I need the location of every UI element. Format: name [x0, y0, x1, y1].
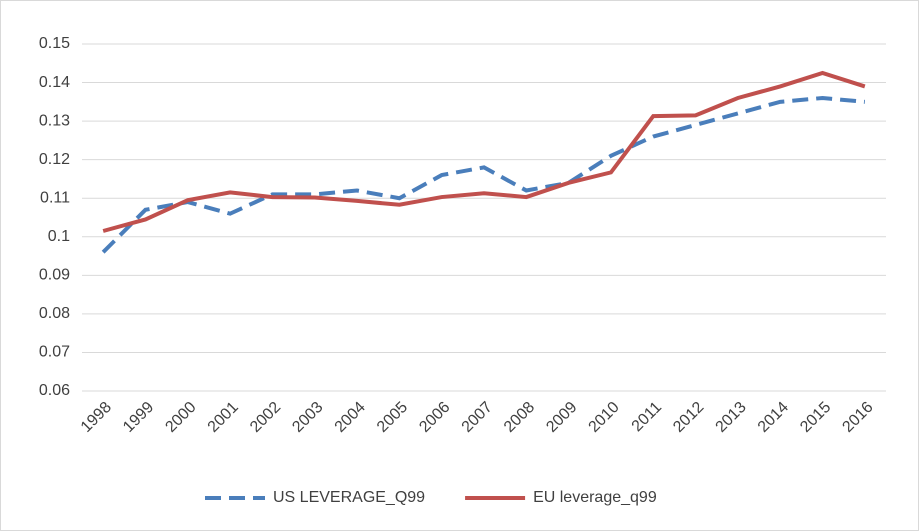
y-tick-label: 0.07 [39, 344, 70, 361]
y-tick-label: 0.09 [39, 267, 70, 284]
legend-label: US LEVERAGE_Q99 [273, 489, 425, 506]
y-tick-label: 0.13 [39, 112, 70, 129]
data-line [102, 70, 866, 233]
y-tick-label: 0.15 [39, 35, 70, 52]
y-tick-label: 0.06 [39, 382, 70, 399]
data-line [101, 95, 866, 254]
y-tick-label: 0.08 [39, 305, 70, 322]
y-tick-label: 0.12 [39, 151, 70, 168]
y-tick-label: 0.14 [39, 74, 70, 91]
y-tick-label: 0.1 [48, 228, 70, 245]
legend-label: EU leverage_q99 [533, 489, 657, 506]
y-tick-label: 0.11 [40, 189, 70, 206]
